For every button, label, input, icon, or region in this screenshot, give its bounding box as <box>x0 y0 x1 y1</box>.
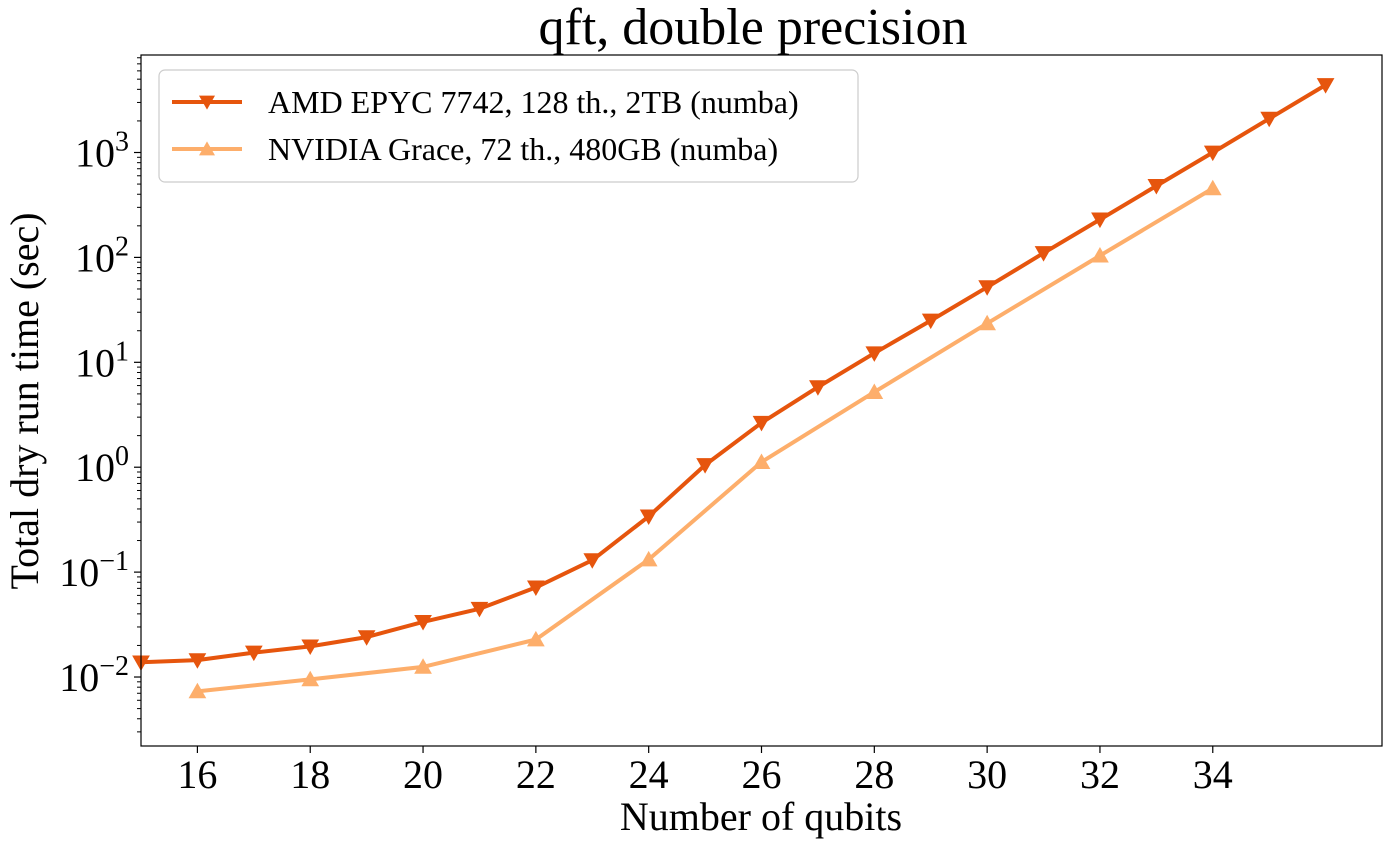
data-point-amd <box>921 313 940 330</box>
data-point-amd <box>583 553 602 569</box>
x-tick-label: 32 <box>1080 752 1120 797</box>
x-tick-label: 34 <box>1193 752 1233 797</box>
x-tick-label: 26 <box>742 752 782 797</box>
data-point-grace <box>527 630 545 647</box>
data-point-amd <box>978 280 996 296</box>
data-point-grace <box>414 658 432 674</box>
data-point-amd <box>1091 212 1109 229</box>
data-point-amd <box>1034 246 1053 262</box>
data-point-grace <box>639 550 658 567</box>
y-tick-label: 101 <box>75 336 129 385</box>
data-point-grace <box>865 383 884 399</box>
y-axis-label: Total dry run time (sec) <box>2 212 47 589</box>
data-point-grace <box>188 682 207 699</box>
data-point-amd <box>809 380 827 396</box>
x-tick-label: 20 <box>403 752 443 797</box>
data-point-amd <box>752 415 771 432</box>
series-layer <box>132 78 1335 699</box>
y-tick-label: 10−2 <box>59 651 129 700</box>
legend-marker-grace <box>199 141 215 156</box>
y-tick-label: 102 <box>75 231 129 280</box>
data-point-grace <box>1091 247 1109 263</box>
y-tick-label: 100 <box>75 441 129 490</box>
data-point-grace <box>978 314 996 331</box>
data-point-amd <box>470 601 489 618</box>
legend-marker-amd <box>199 95 215 110</box>
legend-label-grace: NVIDIA Grace, 72 th., 480GB (numba) <box>268 131 778 167</box>
data-point-amd <box>188 653 207 669</box>
axes-ticks: 16 18 20 22 24 26 28 30 32 34 10−2 10−1 100 101 102 103 <box>59 57 1233 797</box>
data-point-amd <box>357 630 376 646</box>
y-tick-label: 10−1 <box>59 546 129 595</box>
data-point-amd <box>244 645 263 662</box>
data-point-amd <box>1260 111 1279 128</box>
data-point-amd <box>1203 145 1222 162</box>
x-tick-label: 30 <box>967 752 1007 797</box>
x-axis-label: Number of qubits <box>620 794 902 839</box>
legend-label-amd: AMD EPYC 7742, 128 th., 2TB (numba) <box>268 84 799 120</box>
chart-title: qft, double precision <box>539 0 968 56</box>
data-point-amd <box>527 580 545 597</box>
x-tick-label: 16 <box>177 752 217 797</box>
data-point-amd <box>1316 78 1335 94</box>
series-line-amd <box>139 83 1328 665</box>
legend-frame <box>158 69 859 183</box>
data-point-grace <box>1203 179 1222 196</box>
x-tick-label: 28 <box>854 752 894 797</box>
data-point-grace <box>301 670 320 687</box>
data-point-amd <box>865 346 884 362</box>
x-tick-label: 24 <box>629 752 669 797</box>
x-tick-label: 22 <box>516 752 556 797</box>
data-point-amd <box>414 615 432 631</box>
series-line-grace <box>195 186 1215 694</box>
legend: AMD EPYC 7742, 128 th., 2TB (numba) NVID… <box>158 69 859 183</box>
data-point-grace <box>752 453 771 469</box>
y-tick-label: 103 <box>75 126 129 175</box>
data-point-amd <box>696 458 714 474</box>
data-point-amd <box>639 509 658 525</box>
data-point-amd <box>301 639 320 655</box>
x-tick-label: 18 <box>290 752 330 797</box>
data-point-amd <box>1147 179 1166 195</box>
